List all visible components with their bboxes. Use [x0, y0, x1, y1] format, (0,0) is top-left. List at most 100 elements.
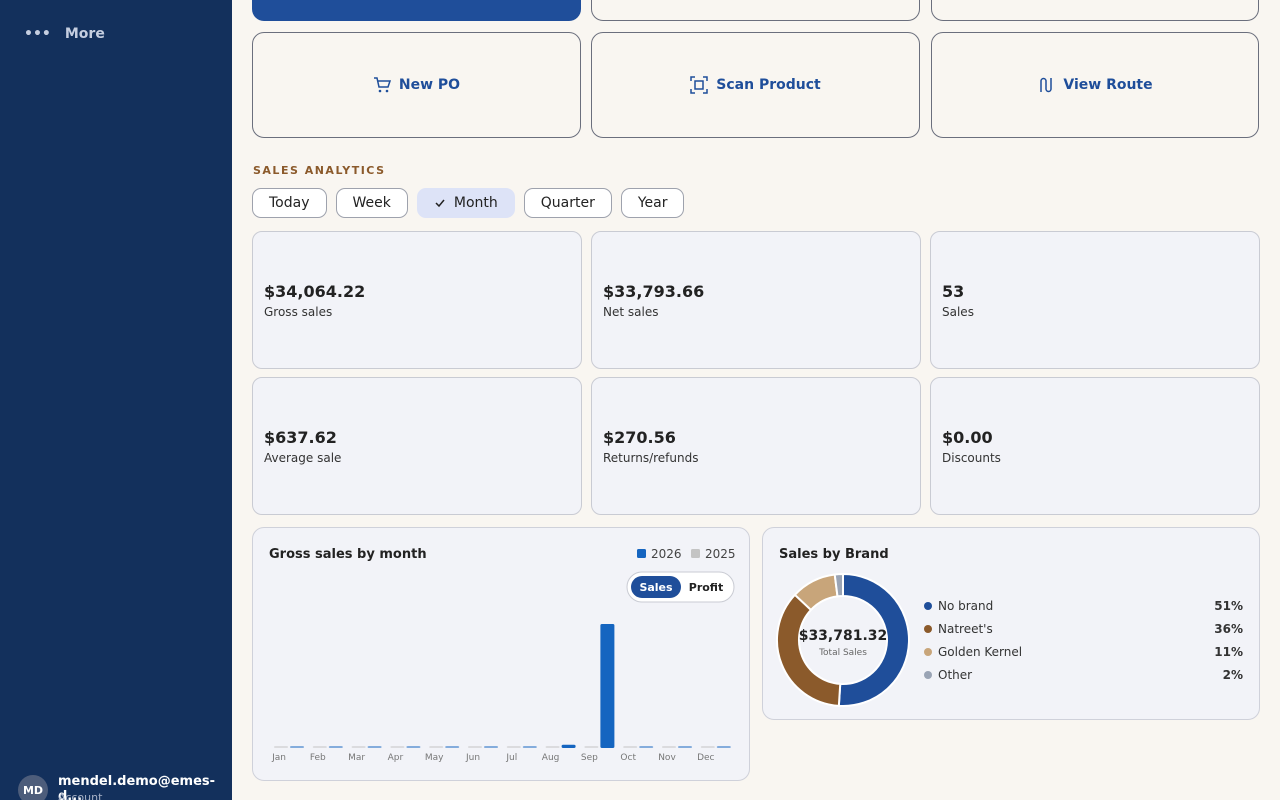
metric-card: $33,793.66 Net sales: [591, 231, 921, 369]
bar: [390, 746, 405, 748]
x-tick-label: Sep: [581, 753, 598, 763]
bar: [406, 746, 421, 748]
value-label: 11%: [1214, 645, 1243, 659]
period-pill[interactable]: Month: [416, 188, 515, 218]
pie-chart: Sales by Brand $33,781.32 Total Sales No br…: [776, 547, 1243, 707]
legend-dot: [924, 671, 932, 679]
center-value: $33,781.32: [799, 628, 888, 644]
avatar[interactable]: MD: [18, 775, 48, 800]
toggle-label: Profit: [689, 581, 723, 594]
bar: [545, 746, 560, 748]
metric-value: $33,793.66: [603, 281, 705, 301]
bar: [678, 746, 692, 748]
x-tick-label: Feb: [310, 753, 326, 763]
bar-chart-card: Gross sales by month 2026 2025 Sales Profit J…: [252, 527, 750, 781]
pie-slice: [837, 572, 910, 707]
check-icon: [435, 199, 445, 208]
metric-card: $637.62 Average sale: [252, 377, 582, 515]
metric-label: Returns/refunds: [603, 450, 699, 465]
metric-value: 53: [942, 281, 965, 301]
account-role: Account: [58, 791, 103, 800]
action-button[interactable]: [252, 0, 581, 21]
pill-label: Quarter: [540, 195, 595, 211]
route-icon: [1040, 77, 1053, 93]
toggle-selected: [631, 576, 681, 598]
period-filters: Today Week Month Quarter Year: [252, 188, 685, 218]
action-button[interactable]: [591, 0, 920, 21]
metric-card: $270.56 Returns/refunds: [591, 377, 921, 515]
legend-label: 2025: [705, 547, 736, 561]
metric-value: $270.56: [603, 427, 676, 447]
view-route-button[interactable]: View Route: [931, 32, 1259, 138]
x-tick-label: Nov: [658, 753, 676, 763]
period-pill[interactable]: Quarter: [523, 188, 612, 218]
bar: [506, 746, 521, 748]
bar: [312, 746, 327, 748]
legend-dot: [924, 625, 932, 633]
bar: [351, 746, 366, 748]
account-email[interactable]: mendel.demo@emes-d...: [58, 774, 216, 800]
more-menu[interactable]: ••• More: [24, 26, 105, 42]
bar: [623, 746, 638, 748]
period-pill[interactable]: Today: [252, 188, 327, 218]
x-tick-label: May: [425, 753, 444, 763]
bar-chart: Gross sales by month 2026 2025 Sales Profit J…: [269, 547, 736, 763]
bar: [700, 746, 715, 748]
button-label: Scan Product: [716, 77, 821, 93]
center-label: Total Sales: [818, 648, 867, 658]
dots-icon: •••: [24, 26, 51, 42]
pill-label: Year: [637, 195, 668, 211]
bar: [716, 746, 731, 748]
metric-label: Gross sales: [264, 304, 333, 319]
pill-label: Month: [453, 195, 498, 211]
bar: [561, 744, 576, 748]
metric-label: Discounts: [942, 450, 1001, 465]
period-pill[interactable]: Year: [620, 188, 685, 218]
button-label: View Route: [1063, 77, 1153, 93]
bar: [662, 746, 676, 748]
metric-value: $637.62: [264, 427, 337, 447]
legend-swatch: [691, 549, 700, 558]
legend-label: Golden Kernel: [938, 645, 1022, 659]
scan-icon: [690, 76, 709, 94]
legend-label: No brand: [938, 599, 993, 613]
check: [435, 199, 445, 208]
new-po-button[interactable]: New PO: [252, 32, 581, 138]
legend-label: Other: [938, 668, 972, 682]
x-tick-label: Aug: [542, 753, 560, 763]
pill-label: Today: [269, 195, 310, 211]
metric-card: $0.00 Discounts: [930, 377, 1260, 515]
pie-slice: [833, 572, 844, 598]
legend-label: 2026: [651, 547, 682, 561]
pill-label: Week: [352, 195, 391, 211]
x-tick-label: Apr: [388, 753, 404, 763]
metric-card: 53 Sales: [930, 231, 1260, 369]
bar: [367, 746, 382, 748]
legend-swatch: [637, 549, 646, 558]
x-tick-label: Mar: [348, 753, 365, 763]
cart-icon: [373, 77, 391, 93]
section-heading: SALES ANALYTICS: [253, 164, 386, 177]
legend-dot: [924, 648, 932, 656]
toggle-label: Sales: [639, 581, 673, 594]
x-tick-label: Jul: [505, 753, 517, 763]
metric-value: $0.00: [942, 427, 993, 447]
button-label: New PO: [398, 77, 461, 93]
action-button[interactable]: [931, 0, 1259, 21]
sidebar: ••• More MD mendel.demo@emes-d... Account: [0, 0, 232, 800]
bar: [274, 746, 288, 748]
chart-title: Gross sales by month: [269, 547, 427, 562]
scan-product-button[interactable]: Scan Product: [591, 32, 920, 138]
bar: [522, 746, 537, 748]
bar: [600, 624, 615, 748]
bar: [639, 746, 654, 748]
bar: [290, 746, 304, 748]
bar: [468, 746, 482, 748]
metric-value: $34,064.22: [264, 281, 366, 301]
period-pill[interactable]: Week: [335, 188, 408, 218]
x-tick-label: Jan: [271, 753, 286, 763]
pie-chart-card: Sales by Brand $33,781.32 Total Sales No br…: [762, 527, 1260, 720]
x-tick-label: Oct: [620, 753, 636, 763]
legend-label: Natreet's: [938, 622, 993, 636]
